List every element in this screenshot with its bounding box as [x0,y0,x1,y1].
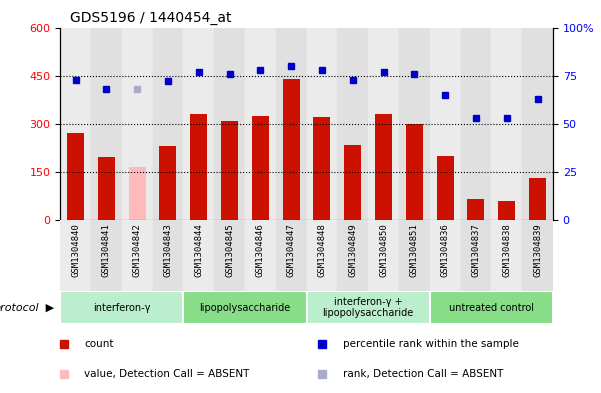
Bar [399,220,430,291]
Bar [252,116,269,220]
Bar [522,28,553,220]
Bar [159,146,176,220]
Bar [153,28,183,220]
Text: GSM1304846: GSM1304846 [256,224,265,277]
Text: GSM1304849: GSM1304849 [348,224,357,277]
Bar [276,28,307,220]
Bar [129,167,145,220]
Text: GSM1304844: GSM1304844 [194,224,203,277]
Bar [214,28,245,220]
Text: GSM1304851: GSM1304851 [410,224,419,277]
Text: count: count [84,340,114,349]
Text: GSM1304842: GSM1304842 [133,224,142,277]
Text: GSM1304847: GSM1304847 [287,224,296,277]
Bar [60,291,183,324]
Bar [492,28,522,220]
Bar [214,220,245,291]
Bar [98,158,115,220]
Text: rank, Detection Call = ABSENT: rank, Detection Call = ABSENT [343,369,503,378]
Bar [368,220,399,291]
Bar [67,133,84,220]
Bar [183,28,214,220]
Bar [282,79,299,220]
Bar [498,201,515,220]
Bar [191,114,207,220]
Bar [375,114,392,220]
Bar [91,220,122,291]
Text: GSM1304838: GSM1304838 [502,224,511,277]
Bar [430,28,460,220]
Text: GSM1304841: GSM1304841 [102,224,111,277]
Bar [522,220,553,291]
Bar [492,220,522,291]
Bar [121,220,153,291]
Bar [368,28,399,220]
Text: GSM1304837: GSM1304837 [471,224,480,277]
Bar [183,220,214,291]
Bar [307,291,430,324]
Text: value, Detection Call = ABSENT: value, Detection Call = ABSENT [84,369,249,378]
Text: GSM1304848: GSM1304848 [317,224,326,277]
Bar [406,124,423,220]
Text: GDS5196 / 1440454_at: GDS5196 / 1440454_at [70,11,231,25]
Bar [468,199,484,220]
Bar [529,178,546,220]
Bar [460,28,492,220]
Bar [460,220,492,291]
Text: protocol  ▶: protocol ▶ [0,303,54,312]
Text: interferon-γ +
lipopolysaccharide: interferon-γ + lipopolysaccharide [323,297,413,318]
Bar [245,28,276,220]
Bar [245,220,276,291]
Text: GSM1304843: GSM1304843 [163,224,172,277]
Text: GSM1304845: GSM1304845 [225,224,234,277]
Text: percentile rank within the sample: percentile rank within the sample [343,340,519,349]
Bar [183,291,307,324]
Bar [430,291,553,324]
Bar [91,28,122,220]
Bar [399,28,430,220]
Bar [221,121,238,220]
Bar [276,220,307,291]
Bar [60,28,91,220]
Text: GSM1304840: GSM1304840 [71,224,80,277]
Text: GSM1304839: GSM1304839 [533,224,542,277]
Bar [337,28,368,220]
Text: GSM1304850: GSM1304850 [379,224,388,277]
Bar [307,28,337,220]
Bar [307,220,337,291]
Bar [344,145,361,220]
Text: interferon-γ: interferon-γ [93,303,150,312]
Text: GSM1304836: GSM1304836 [441,224,450,277]
Text: lipopolysaccharide: lipopolysaccharide [200,303,290,312]
Bar [121,28,153,220]
Bar [314,118,331,220]
Bar [437,156,454,220]
Text: untreated control: untreated control [449,303,534,312]
Bar [60,220,91,291]
Bar [337,220,368,291]
Bar [153,220,183,291]
Bar [430,220,460,291]
